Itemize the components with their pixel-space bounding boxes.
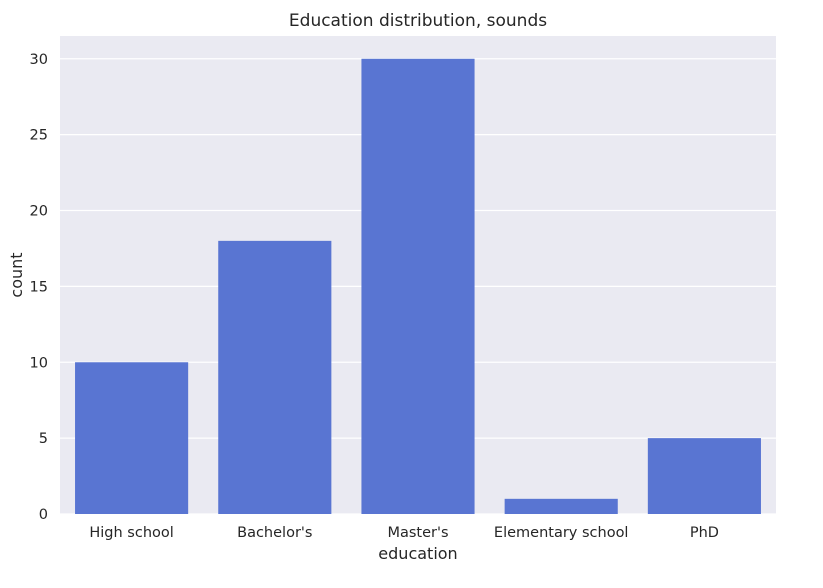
x-tick-label: Elementary school (494, 525, 629, 541)
y-tick-label: 25 (30, 128, 48, 144)
x-tick-label: Master's (387, 525, 448, 541)
y-tick-label: 0 (39, 507, 48, 523)
x-tick-label: Bachelor's (237, 525, 312, 541)
x-axis-label: education (378, 544, 457, 563)
y-tick-label: 10 (30, 355, 48, 371)
x-tick-label: High school (89, 525, 173, 541)
bar (75, 362, 189, 514)
x-tick-labels: High school Bachelor's Master's Elementary … (89, 525, 719, 541)
bar (218, 240, 332, 514)
y-tick-label: 15 (30, 279, 48, 295)
x-tick-label: PhD (690, 525, 719, 541)
bars (75, 58, 761, 515)
y-tick-label: 30 (30, 52, 48, 68)
chart-title: Education distribution, sounds (289, 11, 547, 31)
bar (361, 58, 475, 515)
bar (647, 438, 761, 514)
y-tick-label: 20 (30, 204, 48, 220)
y-axis-label: count (7, 252, 26, 297)
bar (504, 498, 618, 514)
y-tick-label: 5 (39, 431, 48, 447)
y-tick-labels: 0 5 10 15 20 25 30 (30, 52, 48, 523)
